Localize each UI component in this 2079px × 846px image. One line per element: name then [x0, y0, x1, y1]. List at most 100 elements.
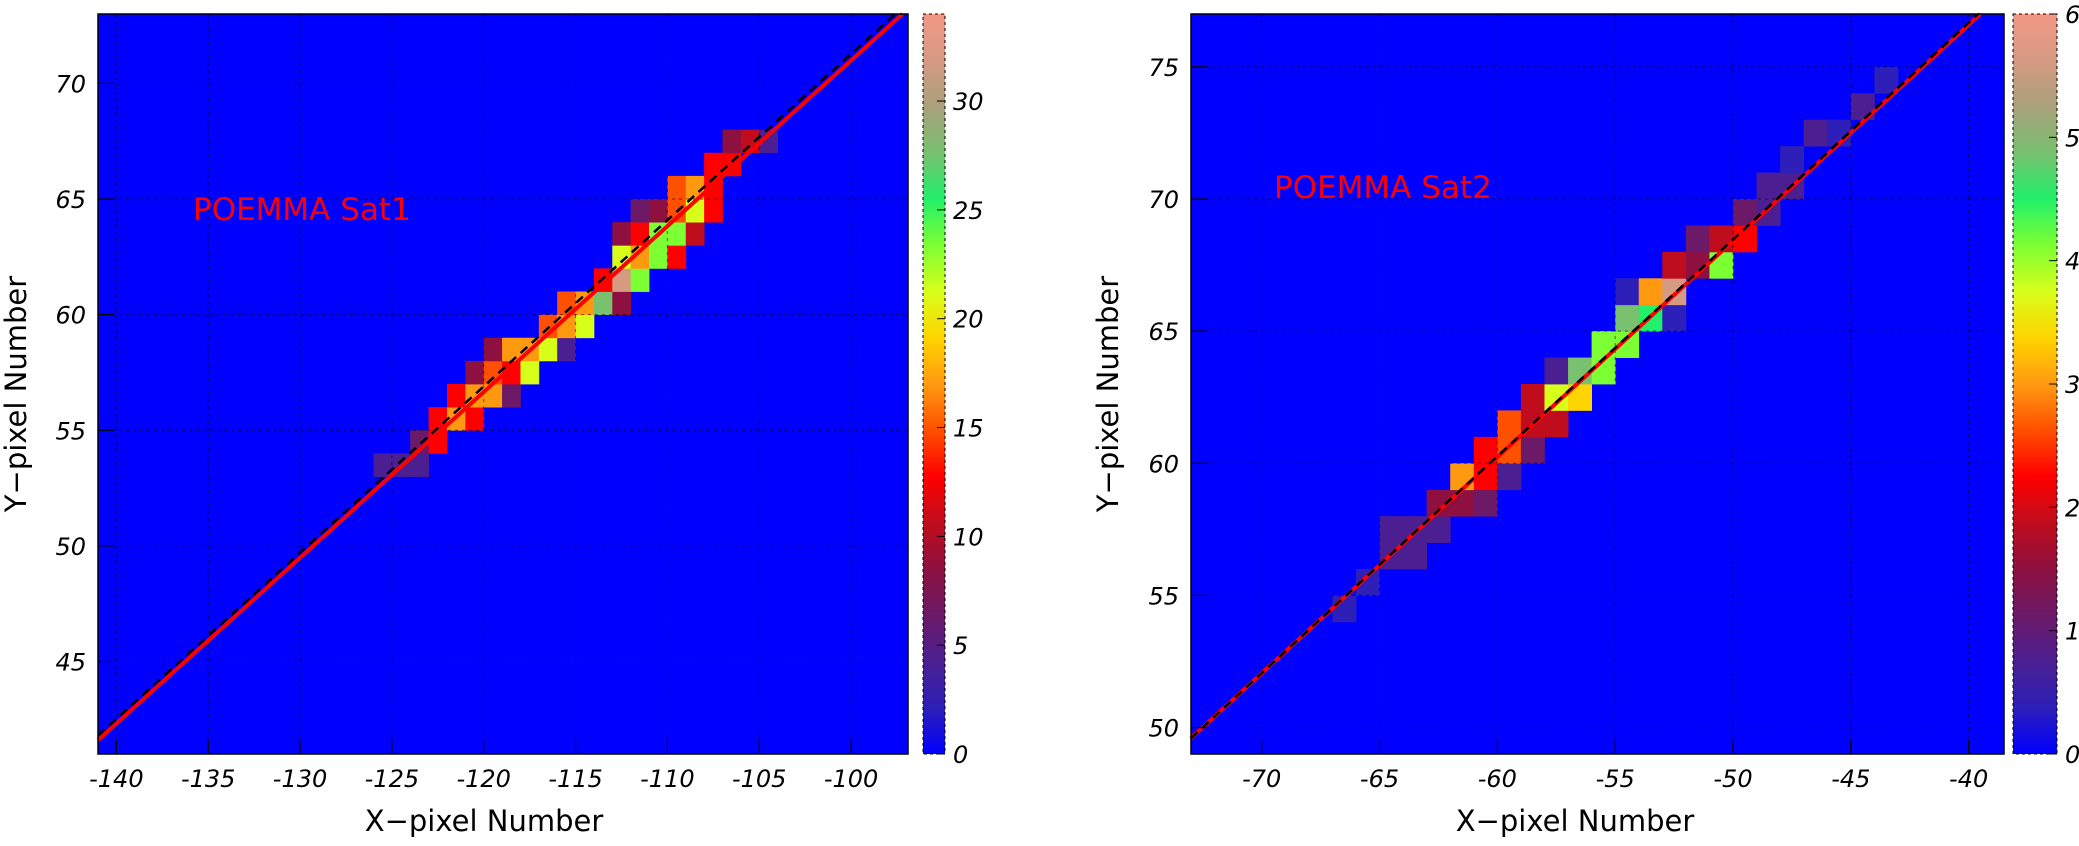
sat2-heatmap-cell-4	[1379, 516, 1404, 543]
sat1-heatmap-cell-26	[593, 291, 613, 316]
sat2-heatmap-cell-47	[1874, 66, 1899, 94]
sat2-heatmap-cell-35	[1709, 251, 1734, 279]
sat1-plot-area: -140 -135 -130 -125 -120 -115 -110 -105 -100 45 50…	[55, 12, 909, 793]
sat1-colorbar: 0 5 10 15 20 25 30	[922, 13, 984, 769]
sat2-heatmap-cell-19	[1520, 384, 1545, 411]
sat1-plot-frame	[97, 13, 909, 755]
sat2-colorbar-tick-label-3: 30	[2065, 371, 2079, 399]
sat2-heatmap-cell-15	[1520, 436, 1545, 464]
sat2-heatmap-cell-39	[1733, 199, 1757, 226]
sat1-x-tick-label-4: -120	[456, 765, 510, 793]
sat2-x-tick-label-3: -55	[1596, 765, 1635, 793]
sat2-heatmap-cell-34	[1685, 251, 1710, 279]
sat1-colorbar-tick-label-3: 15	[953, 415, 984, 443]
sat1-y-axis-title: Y−pixel Number	[0, 276, 33, 513]
sat1-heatmap-cell-12	[465, 360, 485, 385]
sat2-heatmap-cell-25	[1591, 331, 1616, 358]
sat1-heatmap-cell-11	[502, 384, 521, 408]
sat1-heatmap-cell-50	[722, 129, 742, 154]
sat2-colorbar-tick-label-4: 40	[2065, 248, 2079, 276]
sat2-colorbar-tick-label-5: 50	[2065, 124, 2079, 152]
sat1-colorbar-tick-label-0: 0	[953, 741, 968, 769]
sat1-x-axis-title: X−pixel Number	[365, 804, 604, 838]
sat2-heatmap-cell-7	[1426, 489, 1451, 517]
panel-sat2: -70 -65 -60 -55 -50 -45 -40 50 55 60 65 70 75 0 10 20 30…	[1091, 1, 2079, 838]
sat2-y-tick-label-5: 75	[1148, 54, 1179, 82]
sat1-heatmap-cell-36	[630, 222, 650, 246]
sat1-heatmap-cell-33	[649, 245, 668, 269]
sat2-plot-area: -70 -65 -60 -55 -50 -45 -40 50 55 60 65 70 75	[1148, 12, 2005, 793]
sat1-heatmap-cell-52	[759, 129, 778, 154]
sat2-heatmap-cell-33	[1662, 251, 1687, 279]
sat1-heatmap-cell-39	[685, 222, 705, 246]
sat2-heatmap-cell-14	[1497, 436, 1522, 464]
sat1-colorbar-tick-label-4: 20	[953, 306, 984, 334]
sat2-heatmap-cell-29	[1662, 304, 1687, 332]
sat2-heatmap-cell-38	[1733, 225, 1757, 253]
sat2-annotation: POEMMA Sat2	[1274, 170, 1492, 206]
sat1-heatmap-cell-46	[685, 175, 705, 200]
sat2-y-tick-label-0: 50	[1148, 715, 1179, 743]
sat2-x-tick-label-1: -65	[1360, 765, 1399, 793]
sat1-heatmap-cell-40	[630, 199, 650, 223]
sat2-heatmap-cell-22	[1544, 357, 1569, 385]
sat2-x-tick-label-6: -40	[1949, 765, 1988, 793]
sat1-x-tick-label-2: -130	[273, 765, 327, 793]
sat1-x-tick-label-8: -100	[824, 765, 878, 793]
sat2-heatmap-cell-37	[1709, 225, 1734, 253]
sat1-heatmap-cell-15	[520, 360, 540, 385]
sat1-x-tick-label-7: -105	[732, 765, 786, 793]
sat2-y-tick-label-1: 55	[1148, 582, 1179, 610]
sat2-x-tick-label-2: -60	[1478, 765, 1517, 793]
sat1-heatmap-cell-7	[465, 407, 485, 431]
sat1-heatmap-cell-27	[612, 291, 632, 316]
sat2-heatmap-cell-6	[1426, 516, 1451, 543]
sat2-x-tick-label-0: -70	[1242, 765, 1281, 793]
sat2-heatmap-cell-40	[1756, 199, 1781, 226]
sat1-x-tick-label-1: -135	[181, 765, 235, 793]
sat1-heatmap-cell-23	[575, 314, 595, 339]
sat1-x-tick-label-5: -115	[548, 765, 602, 793]
sat1-colorbar-tick-label-5: 25	[953, 197, 984, 225]
sat2-heatmap-cell-18	[1544, 410, 1569, 438]
sat2-heatmap-cell-11	[1473, 463, 1498, 491]
sat2-true-track-line	[1190, 13, 1979, 740]
sat1-heatmap-cell-38	[667, 222, 687, 246]
sat1-y-tick-label-0: 45	[55, 649, 86, 677]
sat1-y-tick-label-1: 50	[55, 533, 86, 561]
sat1-colorbar-tick-label-1: 5	[953, 632, 968, 660]
sat2-plot-frame	[1190, 13, 2005, 755]
sat2-colorbar-tick-label-1: 10	[2065, 618, 2079, 646]
sat2-x-axis-title: X−pixel Number	[1456, 804, 1695, 838]
sat1-heatmap-cell-5	[428, 407, 448, 431]
sat2-heatmap-cell-31	[1638, 278, 1663, 306]
sat1-heatmap-cell-24	[557, 291, 576, 316]
sat1-heatmap-cell-20	[557, 337, 576, 362]
sat2-y-tick-label-2: 60	[1148, 450, 1179, 478]
sat1-heatmap-cell-8	[446, 384, 466, 408]
sat1-colorbar-tick-label-6: 30	[953, 88, 984, 116]
sat1-heatmap-cell-2	[410, 453, 430, 477]
sat1-heatmap-cell-14	[502, 360, 521, 385]
sat1-fit-line	[96, 12, 904, 742]
sat2-colorbar-tick-label-6: 60	[2065, 1, 2079, 29]
sat1-annotation: POEMMA Sat1	[193, 192, 411, 228]
sat2-x-tick-label-5: -45	[1831, 765, 1870, 793]
sat2-heatmap-cell-30	[1615, 278, 1640, 306]
sat1-heatmap-cell-17	[502, 337, 521, 362]
sat1-heatmap-cell-48	[704, 152, 723, 177]
sat1-x-tick-label-3: -125	[365, 765, 419, 793]
sat1-heatmap-cell-45	[667, 175, 687, 200]
sat1-x-tick-label-6: -110	[640, 765, 694, 793]
sat1-heatmap-cell-44	[704, 199, 723, 223]
sat2-heatmap-cell-1	[1355, 569, 1380, 596]
sat2-colorbar: 0 10 20 30 40 50 60	[2012, 1, 2079, 769]
sat1-heatmap-cell-30	[630, 268, 650, 292]
sat1-x-tick-label-0: -140	[89, 765, 143, 793]
sat2-heatmap-cell-41	[1756, 172, 1781, 200]
sat2-heatmap-cell-9	[1473, 489, 1498, 517]
sat1-heatmap-cell-0	[373, 453, 393, 477]
sat1-y-tick-label-3: 60	[55, 302, 86, 330]
sat1-heatmap-cell-34	[667, 245, 687, 269]
